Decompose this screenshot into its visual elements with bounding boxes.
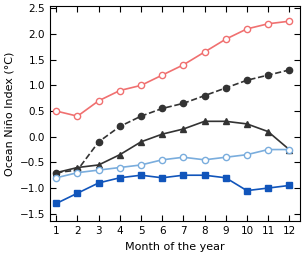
X-axis label: Month of the year: Month of the year (125, 242, 225, 252)
Y-axis label: Ocean Niño Index (°C): Ocean Niño Index (°C) (4, 51, 14, 176)
